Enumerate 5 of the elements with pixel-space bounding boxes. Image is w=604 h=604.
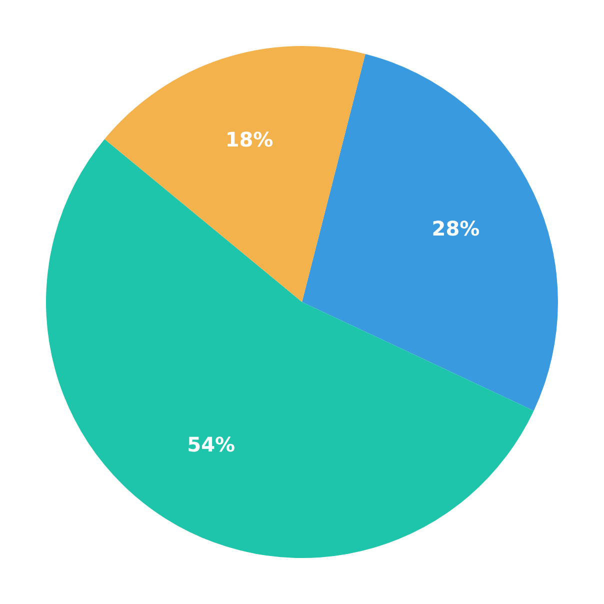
pie-slice [104,46,366,302]
data-label: 54% [187,432,236,457]
data-label: 28% [432,216,480,240]
data-label: 18% [225,127,274,152]
pie-slice [302,54,558,411]
